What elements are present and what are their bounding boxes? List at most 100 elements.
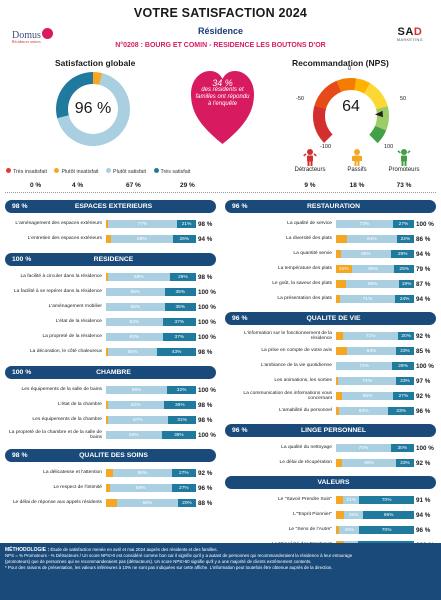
- bar-segment-plutot-satisfait: 65%: [113, 469, 172, 477]
- angry-person-icon: [303, 149, 317, 166]
- gauge-segment: [376, 106, 389, 113]
- bar-segment-plutot-insatisfait: [106, 469, 114, 477]
- rating-total: 94 %: [416, 511, 431, 519]
- rating-label: Le délai de récupération: [279, 460, 332, 466]
- rating-bar: 62% 36%: [106, 401, 196, 409]
- rating-label: L'entretien des espaces extérieurs: [27, 236, 102, 242]
- section-label: RESIDENCE: [93, 256, 134, 263]
- participation-pct: 34 %: [212, 78, 233, 88]
- rating-row: La facilité à se repérer dans la résiden…: [0, 285, 441, 299]
- rating-row: Les équipements de la chambre 67% 31% 98 %: [0, 413, 441, 427]
- rating-label: L'"Esprit Pionnier": [293, 512, 332, 518]
- bar-segment-plutot-insatisfait: [336, 347, 347, 355]
- nps-promoteurs: Promoteurs: [382, 148, 426, 173]
- residence-subtitle: N°0208 : BOURG ET COMIN - RESIDENCE LES …: [115, 42, 326, 49]
- residence-label: Résidence: [197, 26, 244, 36]
- pct-promoteurs: 73 %: [396, 182, 412, 189]
- methodology-line: NPS = % Promoteurs - % Détracteurs / Un …: [5, 553, 353, 558]
- section-header: 98 % QUALITE DES SOINS: [5, 449, 216, 462]
- bar-segment-plutot-satisfait: 65%: [342, 392, 393, 400]
- rating-row: Le "Savoir Prendre Soin" 21% 70% 91 %: [0, 493, 441, 507]
- rating-bar: 65% 35%: [106, 303, 196, 311]
- bar-segment-tres-satisfait: 21%: [177, 220, 196, 228]
- nps-title: Recommandation (NPS): [292, 58, 389, 68]
- sad-logo-sub: MARKETING: [396, 38, 423, 42]
- rating-bar: 65% 35%: [106, 288, 196, 296]
- rating-row: L'aménagement des espaces extérieurs 77% 2…: [0, 217, 441, 231]
- bar-segment-plutot-insatisfait: [106, 273, 108, 281]
- bar-segment-plutot-satisfait: 70%: [336, 444, 391, 452]
- sad-marketing-logo: SAD MARKETING: [397, 26, 423, 42]
- gauge-segment: [373, 125, 387, 136]
- legend-dot-icon: [153, 168, 159, 173]
- bar-segment-plutot-insatisfait: [106, 348, 108, 356]
- gauge-segment: [314, 101, 328, 110]
- rating-total: 96 %: [416, 407, 431, 415]
- rating-bar: 21% 70%: [336, 496, 414, 504]
- rating-bar: 69% 27%: [106, 484, 196, 492]
- bar-segment-plutot-insatisfait: [106, 220, 108, 228]
- section-pct: 96 %: [232, 427, 248, 434]
- gauge-segment: [313, 115, 326, 121]
- methodology-heading: MÉTHODOLOGIE :: [5, 547, 50, 553]
- rating-bar: 63% 37%: [106, 333, 196, 341]
- bar-segment-plutot-insatisfait: [336, 280, 347, 288]
- bar-segment-plutot-satisfait: 63%: [106, 333, 163, 341]
- section-header: 100 % CHAMBRE: [5, 366, 216, 379]
- rating-bar: 65% 27%: [106, 469, 196, 477]
- legend-dot-icon: [6, 168, 11, 173]
- rating-label: Les équipements de la salle de bains: [21, 387, 102, 393]
- rating-total: 91 %: [416, 496, 431, 504]
- donut-slice: [93, 72, 103, 85]
- gauge-tick-minus100: -100: [320, 144, 332, 150]
- gauge-segment: [371, 92, 385, 104]
- rating-bar: 74% 23%: [336, 377, 414, 385]
- gauge-segment: [376, 119, 389, 127]
- nps-passifs: Passifs: [335, 148, 379, 173]
- rating-label: La qualité de service: [287, 221, 332, 227]
- section-pct: 98 %: [12, 203, 28, 210]
- bar-segment-plutot-insatisfait: [336, 250, 341, 258]
- section-header: 100 % RESIDENCE: [5, 253, 216, 266]
- gauge-segment: [332, 80, 342, 94]
- rating-label: L'état de la chambre: [57, 402, 102, 408]
- bar-segment-plutot-satisfait: 62%: [106, 431, 162, 439]
- gauge-needle: [374, 110, 383, 118]
- bar-segment-plutot-satisfait: 65%: [106, 288, 165, 296]
- nps-detracteurs: Détracteurs: [288, 148, 332, 173]
- rating-row: La délicatesse et l'attention 65% 27% 92 %: [0, 466, 441, 480]
- rating-total: 94 %: [416, 295, 431, 303]
- gauge-segment: [364, 83, 375, 96]
- rating-bar: 63% 37%: [106, 318, 196, 326]
- bar-segment-tres-satisfait: 37%: [162, 333, 196, 341]
- bar-segment-tres-satisfait: 29%: [391, 250, 414, 258]
- rating-label: Le respect de l'intimité: [53, 485, 102, 491]
- legend-label: Plutôt satisfait: [113, 169, 147, 175]
- legend-item: Très insatisfait: [6, 168, 47, 175]
- rating-total: 87 %: [416, 280, 431, 288]
- rating-bar: 71% 20%: [336, 332, 414, 340]
- rating-total: 96 %: [416, 526, 431, 534]
- rating-label: La délicatesse et l'attention: [43, 470, 102, 476]
- gauge-segment: [317, 128, 331, 140]
- gauge-segment: [324, 85, 336, 98]
- rating-row: La prise en compte de votre avis 63% 23% 85…: [0, 344, 441, 358]
- methodology-line: (promoteurs) que de personnes qui ne rec…: [5, 559, 312, 564]
- rating-row: L'aménagement mobilier 65% 35% 100 %: [0, 300, 441, 314]
- section-header: 98 % ESPACES EXTERIEURS: [5, 200, 216, 213]
- bar-segment-plutot-insatisfait: [336, 295, 340, 303]
- rating-label: L'amabilité du personnel: [279, 408, 332, 414]
- bar-segment-plutot-satisfait: 77%: [107, 220, 178, 228]
- bar-segment-plutot-satisfait: 62%: [107, 401, 164, 409]
- satisfaction-donut: 96 %: [53, 69, 133, 149]
- bar-segment-tres-satisfait: 36%: [163, 401, 196, 409]
- happy-person-icon: [397, 149, 411, 166]
- rating-total: 92 %: [416, 392, 431, 400]
- bar-segment-plutot-insatisfait: [336, 332, 344, 340]
- rating-total: 98 %: [198, 348, 213, 356]
- bar-segment-plutot-insatisfait: [106, 416, 108, 424]
- bar-segment-tres-satisfait: 27%: [171, 484, 196, 492]
- bar-segment-tres-satisfait: 38%: [161, 431, 196, 439]
- bar-segment-plutot-insatisfait: [336, 235, 347, 243]
- rating-total: 100 %: [198, 303, 216, 311]
